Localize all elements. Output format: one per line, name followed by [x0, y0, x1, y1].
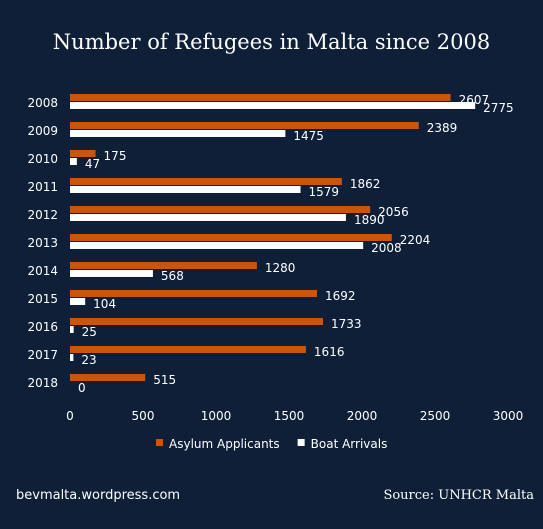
bar-asylum: [70, 374, 146, 381]
data-label-asylum: 2389: [427, 121, 458, 135]
category-label: 2009: [27, 124, 58, 138]
bar-asylum: [70, 262, 257, 269]
data-label-asylum: 2204: [400, 233, 431, 247]
x-tick-label: 2500: [420, 409, 451, 423]
data-label-asylum: 1692: [325, 289, 356, 303]
bar-asylum: [70, 178, 342, 185]
data-label-asylum: 1733: [331, 317, 362, 331]
bar-asylum: [70, 290, 318, 297]
category-label: 2014: [27, 264, 58, 278]
x-tick-label: 0: [66, 409, 74, 423]
bar-boat: [70, 270, 153, 277]
bar-asylum: [70, 94, 451, 101]
data-label-boat: 104: [93, 297, 116, 311]
bar-asylum: [70, 318, 324, 325]
chart-title: Number of Refugees in Malta since 2008: [52, 30, 491, 54]
bar-boat: [70, 186, 301, 193]
category-label: 2018: [27, 376, 58, 390]
blog-url: bevmalta.wordpress.com: [16, 488, 181, 503]
data-label-boat: 0: [78, 381, 86, 395]
bar-boat: [70, 158, 77, 165]
data-label-boat: 23: [81, 353, 96, 367]
bar-boat: [70, 298, 86, 305]
data-label-boat: 568: [161, 269, 184, 283]
data-label-asylum: 2056: [378, 205, 409, 219]
legend-swatch-boat: [297, 439, 305, 446]
bar-asylum: [70, 346, 306, 353]
category-label: 2013: [27, 236, 58, 250]
data-label-asylum: 1280: [265, 261, 296, 275]
category-label: 2016: [27, 320, 58, 334]
data-label-boat: 1579: [309, 185, 340, 199]
data-label-asylum: 515: [153, 373, 176, 387]
data-label-boat: 25: [82, 325, 97, 339]
bar-asylum: [70, 122, 419, 129]
category-label: 2015: [27, 292, 58, 306]
category-label: 2010: [27, 152, 58, 166]
legend-label-boat: Boat Arrivals: [311, 437, 388, 451]
x-tick-label: 1500: [274, 409, 305, 423]
bar-boat: [70, 130, 286, 137]
data-label-boat: 1475: [293, 129, 324, 143]
bar-asylum: [70, 206, 371, 213]
x-tick-label: 1000: [201, 409, 232, 423]
x-tick-label: 2000: [347, 409, 378, 423]
category-label: 2008: [27, 96, 58, 110]
data-label-asylum: 175: [104, 149, 127, 163]
bar-boat: [70, 242, 364, 249]
bar-boat: [70, 354, 74, 361]
data-label-boat: 1890: [354, 213, 385, 227]
data-label-boat: 2008: [371, 241, 402, 255]
category-label: 2011: [27, 180, 58, 194]
bar-boat: [70, 326, 74, 333]
bar-boat: [70, 102, 476, 109]
data-label-boat: 47: [85, 157, 100, 171]
category-label: 2017: [27, 348, 58, 362]
data-label-asylum: 1862: [350, 177, 381, 191]
bar-boat: [70, 214, 346, 221]
legend-swatch-asylum: [156, 439, 163, 446]
data-label-asylum: 1616: [314, 345, 345, 359]
bar-asylum: [70, 150, 96, 157]
data-label-boat: 2775: [483, 101, 514, 115]
category-label: 2012: [27, 208, 58, 222]
bar-asylum: [70, 234, 392, 241]
source-credit: Source: UNHCR Malta: [383, 488, 534, 503]
x-tick-label: 3000: [493, 409, 524, 423]
legend-label-asylum: Asylum Applicants: [169, 437, 280, 451]
x-tick-label: 500: [132, 409, 155, 423]
